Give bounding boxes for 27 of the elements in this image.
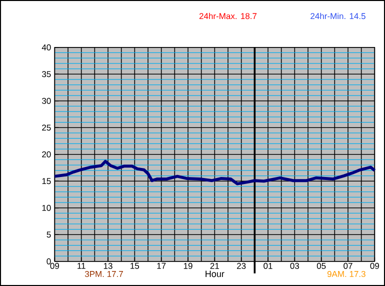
y-tick-label: 20	[42, 151, 51, 158]
x-tick-label: 01	[264, 262, 272, 269]
x-tick-label: 15	[130, 262, 140, 269]
y-tick-label: 10	[42, 204, 51, 211]
x-tick-label: 05	[316, 262, 326, 269]
y-tick-label: 25	[42, 124, 51, 131]
x-tick-label: 13	[104, 262, 112, 269]
x-tick-label: 17	[157, 262, 166, 269]
text: 24hr-Min. 14.5	[310, 12, 366, 20]
y-tick-label: 0	[46, 258, 51, 264]
text: 3PM. 17.7	[84, 270, 123, 277]
x-tick-label: 03	[290, 262, 300, 269]
y-tick-label: 30	[42, 98, 51, 104]
text: 24hr-Max. 18.7	[199, 12, 257, 20]
text: 9AM. 17.3	[327, 270, 366, 277]
x-tick-label: 07	[344, 262, 352, 269]
y-tick-label: 40	[42, 44, 51, 50]
x-axis-title: Hour	[206, 270, 224, 278]
y-tick-label: 5	[46, 232, 51, 238]
y-tick-label: 35	[42, 71, 51, 78]
x-tick-label: 09	[50, 262, 59, 269]
y-tick-label: 15	[42, 178, 51, 184]
x-tick-label: 19	[184, 262, 192, 269]
x-tick-label: 23	[237, 262, 246, 269]
x-tick-label: 21	[210, 262, 219, 269]
x-tick-label: 11	[78, 262, 86, 269]
x-tick-label: 09	[370, 262, 379, 269]
